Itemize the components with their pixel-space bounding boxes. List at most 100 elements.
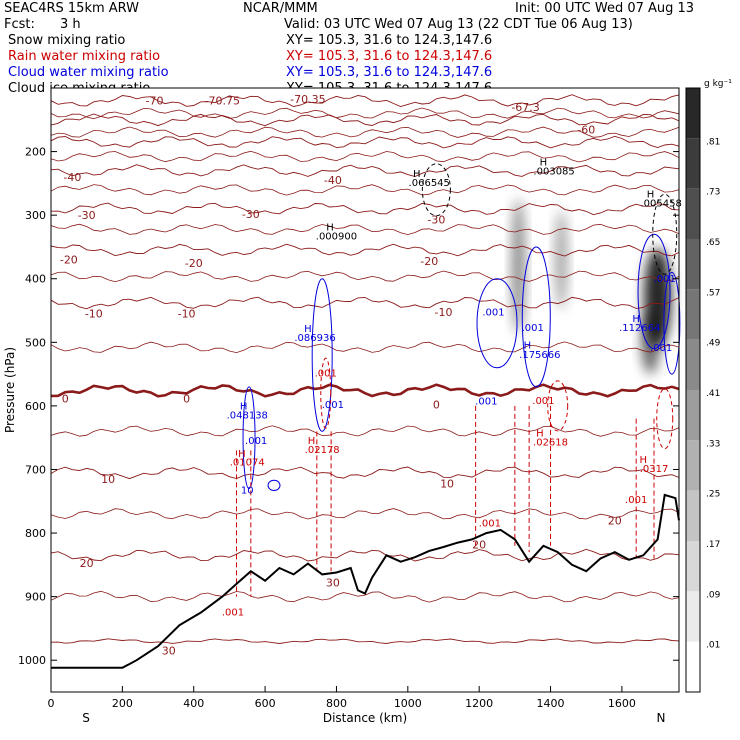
cloud-water-label-13: .001 [654, 274, 676, 285]
legend-rain-xy: XY= 105.3, 31.6 to 124.3,147.6 [286, 49, 493, 64]
y-tick-label-1: 300 [25, 209, 46, 222]
cloud-ice-label-0: H [413, 169, 421, 180]
temp-label-18: 0 [433, 399, 440, 412]
colorbar-tick-9: .09 [706, 590, 721, 600]
x-tick-label-0: 0 [48, 697, 55, 710]
temp-label-17: 0 [183, 392, 190, 405]
rain-label-7: .0317 [640, 464, 669, 475]
colorbar-cell-4 [686, 289, 700, 340]
cloud-ice-label-2: H [540, 158, 548, 169]
cloud-ice-label-6: H [647, 189, 655, 200]
rain-label-4: H [536, 428, 544, 439]
x-tick-label-2: 400 [183, 697, 204, 710]
temp-label-21: 20 [80, 557, 94, 570]
colorbar-tick-10: .01 [706, 641, 720, 651]
y-tick-label-2: 400 [25, 273, 46, 286]
colorbar-cell-8 [686, 490, 700, 541]
cloud-water-label-15: 10 [241, 486, 254, 497]
rain-label-8: .001 [315, 369, 337, 380]
temp-label-22: 20 [472, 538, 486, 551]
colorbar-tick-7: .25 [706, 490, 720, 500]
colorbar-unit: g kg⁻¹ [704, 79, 732, 89]
temp-label-24: 30 [162, 645, 176, 658]
isotherm-4 [50, 202, 680, 216]
x-tick-label-7: 1400 [537, 697, 565, 710]
rain-label-11: .001 [625, 495, 647, 506]
isotherm-2 [50, 135, 680, 149]
temp-label-8: -30 [242, 208, 260, 221]
temp-label-9: -30 [427, 214, 445, 227]
rain-label-9: .001 [532, 396, 554, 407]
isotherm-9 [50, 548, 680, 562]
colorbar-tick-6: .33 [706, 439, 720, 449]
cloud-ice-contour-1 [652, 193, 678, 275]
colorbar-cell-5 [686, 339, 700, 390]
init-time: Init: 00 UTC Wed 07 Aug 13 [515, 1, 695, 16]
legend-rain: Rain water mixing ratio [8, 49, 161, 64]
isotherm-3 [50, 164, 680, 177]
colorbar-tick-1: .73 [706, 188, 720, 198]
snow-shade-1 [554, 210, 568, 310]
colorbar-tick-5: .41 [706, 389, 720, 399]
plot-frame [50, 87, 680, 693]
cloud-water-contour-4 [637, 233, 671, 350]
temp-label-1: -70.75 [205, 95, 240, 108]
x-axis-label: Distance (km) [323, 711, 407, 725]
y-tick-label-4: 600 [25, 400, 46, 413]
colorbar-cell-1 [686, 138, 700, 189]
cloud-water-label-8: H [524, 341, 532, 352]
rain-contour-1 [547, 380, 569, 432]
rain-label-3: .02178 [305, 445, 340, 456]
legend-snow: Snow mixing ratio [8, 33, 126, 48]
x-tick-label-4: 800 [326, 697, 347, 710]
x-tick-label-1: 200 [112, 697, 133, 710]
cloud-water-label-7: .001 [522, 323, 544, 334]
y-tick-label-5: 700 [25, 463, 46, 476]
isotherm-minor-9 [50, 590, 680, 603]
legend-cloud-water: Cloud water mixing ratio [8, 65, 169, 80]
temp-label-14: -10 [178, 308, 196, 321]
legend-snow-xy: XY= 105.3, 31.6 to 124.3,147.6 [286, 33, 493, 48]
cloud-ice-label-1: .066545 [409, 178, 450, 189]
snow-shade-0 [511, 198, 526, 334]
colorbar-tick-4: .49 [706, 339, 721, 349]
isotherm-6 [50, 296, 680, 310]
cloud-water-label-11: H [632, 314, 640, 325]
temp-label-13: -10 [85, 308, 103, 321]
isotherm-minor-3 [50, 184, 680, 196]
cloud-ice-label-3: .003085 [533, 166, 574, 177]
x-tick-label-5: 1000 [394, 697, 422, 710]
isotherm-5 [50, 243, 680, 257]
cloud-ice-label-4: H [326, 222, 334, 233]
isotherm-minor-6 [50, 341, 680, 354]
cloud-water-label-0: H [240, 402, 248, 413]
rain-label-0: H [238, 449, 246, 460]
temp-label-6: -40 [324, 174, 342, 187]
isotherm-0 [50, 94, 680, 107]
cloud-water-contour-0 [242, 386, 256, 490]
temp-label-4: -60 [577, 123, 595, 136]
snow-shade-3 [641, 310, 660, 374]
y-tick-label-3: 500 [25, 336, 46, 349]
temp-label-3: -67.3 [511, 101, 539, 114]
colorbar-frame [685, 87, 701, 693]
cloud-water-contour-1 [311, 278, 333, 432]
cloud-water-label-1: .048138 [227, 411, 268, 422]
cloud-ice-label-7: .005458 [640, 198, 681, 209]
isotherm-8 [50, 466, 680, 480]
isotherm-minor-0 [50, 107, 680, 120]
cloud-water-contour-6 [267, 479, 281, 491]
colorbar-cell-0 [686, 88, 700, 139]
y-tick-label-8: 1000 [18, 654, 46, 667]
cloud-water-contour-2 [476, 278, 518, 369]
cloud-ice-label-5: .000900 [316, 231, 357, 242]
temp-label-15: -10 [435, 306, 453, 319]
center-name: NCAR/MMM [243, 1, 318, 16]
cloud-water-label-2: .001 [245, 436, 267, 447]
isotherm-minor-2 [50, 150, 680, 163]
isotherm-10 [50, 638, 680, 644]
rain-contour-2 [656, 388, 674, 450]
isotherm-7 [50, 383, 680, 398]
